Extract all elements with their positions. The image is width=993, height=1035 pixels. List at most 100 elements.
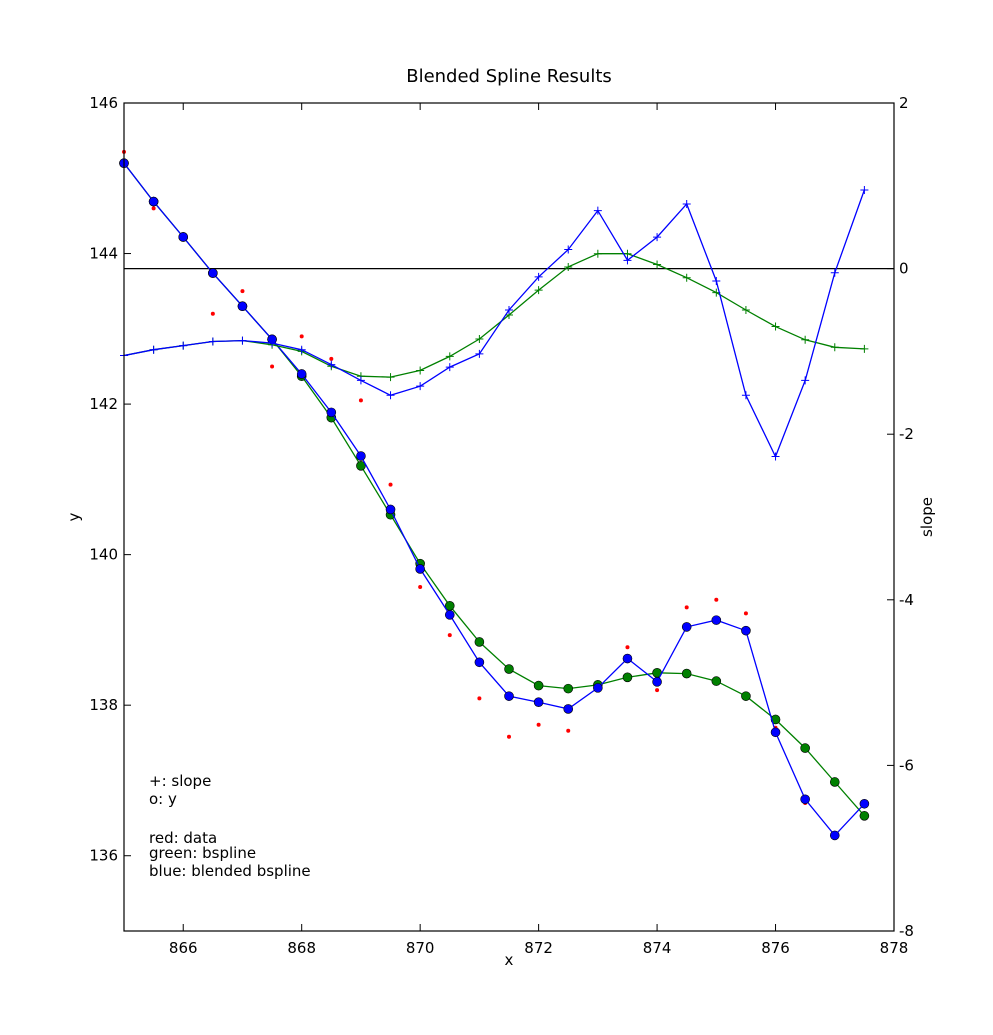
y-point [622,672,633,683]
series-2 [119,158,870,841]
slope-point [475,334,484,343]
data-point [151,206,156,211]
data-point [447,633,452,638]
slope-point [445,363,454,372]
x-tick-label: 868 [287,939,316,957]
data-point [388,482,393,487]
slope-point [771,322,780,331]
y-point [178,232,189,242]
y-point [622,653,633,664]
y-point [415,564,425,574]
y-point [356,461,366,471]
y-point [711,615,722,625]
y-point [504,691,514,701]
plot-area [124,103,894,931]
annotation-green-legend: green: bspline [149,844,256,862]
y-point [444,610,455,620]
y2-tick-label: -8 [899,922,914,940]
slope-point [356,376,365,385]
y-point [533,680,544,691]
annotation-y-legend: o: y [149,790,177,808]
slope-point [238,336,247,345]
data-point [536,722,541,727]
y-point [385,504,396,515]
y-point [148,196,159,207]
y-axis-label: y [65,512,83,521]
data-point [477,696,482,701]
slope-point [682,200,691,209]
slope-point [297,345,306,354]
slope-point [534,272,543,281]
data-point [714,597,719,602]
data-point [566,728,571,733]
slope-point [475,349,484,358]
y-point [474,637,485,647]
data-point [358,398,363,403]
series-line [123,189,866,459]
slope-point [416,382,425,391]
y-point [770,714,781,725]
data-point [625,645,630,650]
y-point [296,369,307,379]
x-tick-label: 870 [406,939,435,957]
slope-point [801,335,810,344]
slope-point [741,391,750,400]
y-point [208,268,218,278]
y2-tick-label: -6 [899,756,914,774]
slope-point [682,273,691,282]
y-point [237,301,248,312]
slope-point [653,233,662,242]
y-point [681,668,692,679]
slope-point [327,360,336,369]
y2-tick-label: 2 [899,94,909,112]
y-tick-label: 138 [89,696,118,714]
chart-title: Blended Spline Results [406,66,612,87]
slope-point [564,262,573,271]
y-point [829,777,840,787]
tick-layer: 866 868 870 872 874 876 878 136 138 140 142 144 146 -… [89,94,914,957]
y-point [741,691,751,701]
slope-point [712,277,721,286]
y-point [800,794,810,805]
y-point [711,676,722,686]
slope-point [830,268,839,277]
y2-tick-label: 0 [899,260,909,278]
y2-tick-label: -4 [899,591,914,609]
y-tick-label: 146 [89,94,118,112]
annotation-red-legend: red: data [149,829,217,847]
slope-point [179,341,188,350]
y-point [563,683,574,694]
x-tick-label: 876 [761,939,790,957]
x-tick-label: 872 [524,939,553,957]
slope-point [564,245,573,254]
slope-point [268,339,277,348]
y-point [652,677,662,687]
y-tick-label: 144 [89,245,118,263]
annotation-slope-legend: +: slope [149,772,211,790]
y-point [859,811,870,821]
x-tick-label: 878 [880,939,909,957]
series-layer [119,149,870,841]
slope-point [801,376,810,385]
x-tick-label: 874 [643,939,672,957]
data-point [684,605,689,610]
slope-point [593,249,602,258]
y-point [593,683,603,693]
slope-point [505,306,513,314]
x-axis-label: x [505,951,514,969]
data-point [329,356,334,361]
slope-point [623,256,632,265]
data-point [270,364,275,369]
slope-point [416,366,425,375]
slope-point [208,337,217,346]
data-point [210,311,215,316]
plot-frame [123,102,895,932]
slope-point [593,206,602,215]
y-tick-label: 136 [89,847,118,865]
y-point [800,743,810,753]
data-point [418,585,423,590]
y-point [859,798,870,809]
data-point [655,688,660,693]
data-point [743,611,748,616]
